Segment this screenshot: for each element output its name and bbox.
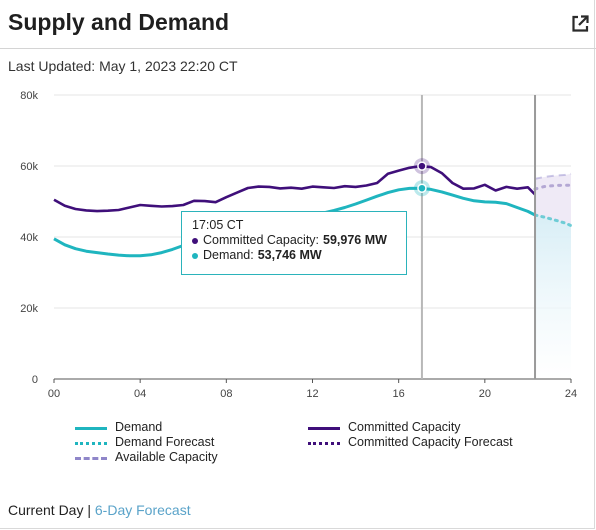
- committed-hover-point: [417, 161, 427, 171]
- x-tick-label: 16: [393, 388, 405, 400]
- legend-demand-swatch: [75, 427, 107, 430]
- current-day-label: Current Day: [8, 502, 84, 518]
- legend-available-capacity-label: Available Capacity: [115, 450, 218, 464]
- demand-dot-icon: [192, 252, 198, 259]
- x-tick-label: 04: [134, 388, 146, 400]
- legend-demand-label: Demand: [115, 420, 163, 434]
- legend-committed-capacity-label: Committed Capacity: [348, 420, 461, 434]
- x-tick-label: 20: [479, 388, 491, 400]
- y-tick-label: 80k: [20, 90, 38, 102]
- x-tick-label: 00: [48, 388, 60, 400]
- legend-demand-forecast-label: Demand Forecast: [115, 435, 215, 449]
- tooltip-demand-value: 53,746 MW: [257, 248, 322, 262]
- chart-tooltip: 17:05 CT Committed Capacity: 59,976 MW D…: [181, 211, 407, 275]
- last-updated: Last Updated: May 1, 2023 22:20 CT: [8, 58, 238, 74]
- footer-nav: Current Day | 6-Day Forecast: [8, 502, 191, 518]
- supply-demand-chart[interactable]: 0 20k 40k 60k 80k 00 04 08 12 16 20 24: [0, 80, 596, 410]
- card-title: Supply and Demand: [8, 9, 230, 35]
- chart-axes: 0 20k 40k 60k 80k 00 04 08 12 16 20 24: [20, 90, 577, 400]
- x-tick-label: 12: [306, 388, 318, 400]
- tooltip-committed-value: 59,976 MW: [323, 233, 387, 247]
- footer-separator: |: [87, 502, 91, 518]
- forecast-fills: [535, 173, 571, 379]
- last-updated-label: Last Updated:: [8, 58, 96, 74]
- y-tick-label: 60k: [20, 161, 38, 173]
- available-capacity-line: [534, 172, 572, 180]
- legend-demand-forecast-swatch: [75, 442, 107, 445]
- tooltip-committed-label: Committed Capacity:: [203, 233, 320, 247]
- x-tick-label: 08: [220, 388, 232, 400]
- tooltip-time: 17:05 CT: [192, 218, 244, 232]
- demand-hover-point: [417, 183, 427, 193]
- x-tick-label: 24: [565, 388, 577, 400]
- committed-dot-icon: [192, 237, 198, 244]
- y-tick-label: 20k: [20, 303, 38, 315]
- legend-available-capacity-swatch: [75, 457, 107, 460]
- committed-capacity-line: [53, 164, 536, 213]
- external-link-icon[interactable]: [570, 14, 590, 34]
- demand-forecast-line: [533, 213, 573, 228]
- six-day-forecast-link[interactable]: 6-Day Forecast: [94, 502, 191, 518]
- tooltip-row-demand: Demand: 53,746 MW: [192, 248, 406, 263]
- crosshair-markers: [413, 95, 537, 379]
- last-updated-value: May 1, 2023 22:20 CT: [99, 58, 238, 74]
- legend-committed-capacity-forecast-swatch: [308, 442, 340, 445]
- tooltip-demand-label: Demand:: [203, 248, 254, 262]
- legend-committed-capacity-forecast-label: Committed Capacity Forecast: [348, 435, 513, 449]
- demand-forecast-area: [535, 215, 571, 379]
- committed-capacity-forecast-line: [533, 183, 573, 191]
- legend-committed-capacity-swatch: [308, 427, 340, 430]
- y-tick-label: 40k: [20, 232, 38, 244]
- card-header: Supply and Demand: [0, 0, 596, 49]
- tooltip-row-committed: Committed Capacity: 59,976 MW: [192, 233, 406, 248]
- y-tick-label: 0: [32, 374, 38, 386]
